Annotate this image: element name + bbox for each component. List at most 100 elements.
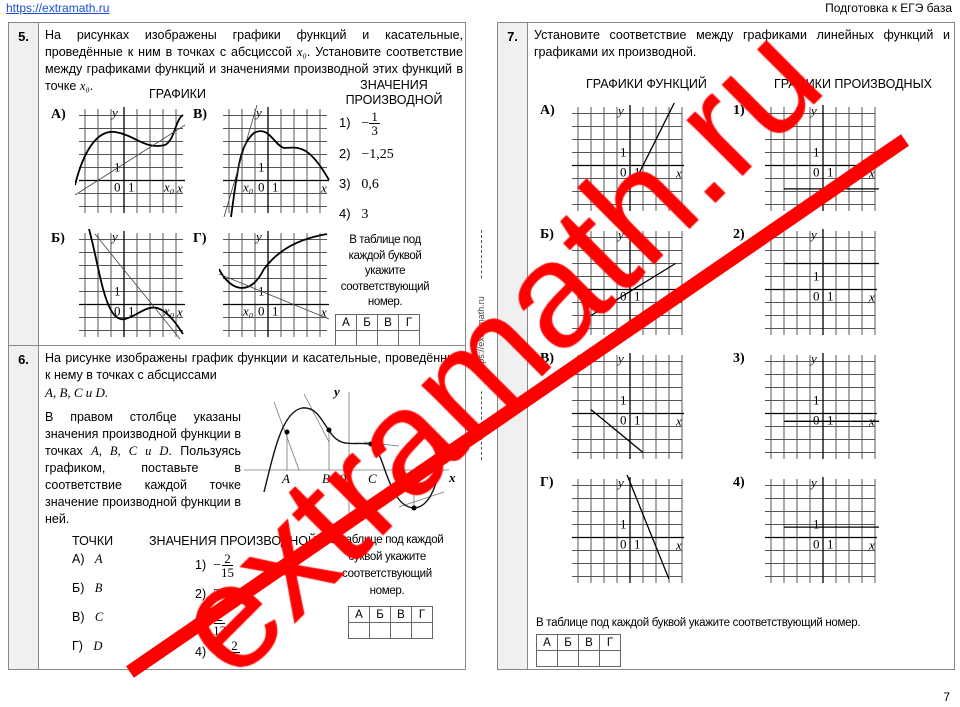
function-curve [75, 114, 184, 186]
b-label: B [322, 471, 330, 486]
values-title: ЗНАЧЕНИЯ ПРОИЗВОДНОЙ [149, 534, 317, 548]
y-label: y [616, 227, 624, 242]
one-x-label: 1 [827, 289, 834, 304]
zero-label: 0 [258, 304, 265, 319]
value-2: 2) −1,25 [339, 146, 394, 162]
page-number: 7 [943, 690, 950, 704]
x-label: x [675, 538, 682, 553]
tangent-a [273, 401, 300, 471]
point-d [411, 505, 417, 511]
y-label: y [616, 103, 624, 118]
zero-label: 0 [258, 180, 265, 195]
value-1: 1) −2 15 [195, 551, 234, 580]
graph-label: Г) [193, 231, 207, 246]
derivative-graph-4: yx0 11 [765, 475, 879, 583]
one-y-label: 1 [620, 269, 627, 284]
derivative-graph-label: 2) [733, 227, 745, 242]
one-x-label: 1 [128, 180, 135, 195]
value-2: 2) 2 [195, 587, 221, 602]
function-graph: y x A B 0 C D [244, 384, 456, 530]
one-x-label: 1 [634, 289, 641, 304]
zero-label: 0 [813, 413, 820, 428]
y-label: y [110, 229, 118, 244]
y-label: y [809, 227, 817, 242]
zero-label: 0 [620, 413, 627, 428]
x0-label: x₀ [163, 180, 174, 195]
value-4: 4) −1 2 15 [195, 638, 241, 667]
derivative-values: 1) −1 3 2) −1,25 3) 0,6 4) 3 [339, 110, 394, 230]
graphs-title: ГРАФИКИ [149, 87, 206, 101]
x-label: x [448, 470, 456, 485]
zero-label: 0 [813, 537, 820, 552]
graph-label: В) [193, 107, 207, 122]
one-y-label: 1 [620, 393, 627, 408]
table-note: В таблице под каждой буквой укажите соот… [340, 234, 430, 308]
y-label: y [254, 229, 262, 244]
d-label: D [408, 471, 419, 486]
zero-label: 0 [340, 471, 347, 486]
function-graph-label: Г) [540, 475, 554, 490]
one-y-label: 1 [813, 393, 820, 408]
one-y-label: 1 [114, 284, 121, 299]
x-label: x [675, 166, 682, 181]
zero-label: 0 [813, 289, 820, 304]
one-x-label: 1 [634, 537, 641, 552]
derivative-values: 1) −2 15 2) 2 3) 2 13 4) −1 2 15 [195, 552, 241, 668]
y-label: y [616, 475, 624, 490]
function-graph-label: Б) [540, 227, 554, 242]
derivative-graph-label: 3) [733, 351, 745, 366]
points-list: А) A Б) B В) C Г) D [72, 552, 103, 668]
derivative-graph-1: yx0 11 [765, 103, 879, 211]
x-label: x [868, 166, 875, 181]
c-label: C [368, 471, 377, 486]
function-curve [219, 233, 328, 289]
one-x-label: 1 [272, 180, 279, 195]
zero-label: 0 [620, 165, 627, 180]
a-label: A [281, 471, 290, 486]
site-link[interactable]: https://extramath.ru [6, 1, 110, 15]
value-3: 3) 0,6 [339, 176, 379, 192]
x-label: x [675, 290, 682, 305]
x-label: x [320, 181, 327, 196]
point-b [326, 427, 332, 433]
left-title: ГРАФИКИ ФУНКЦИЙ [586, 77, 707, 91]
x-label: x [176, 181, 183, 196]
value-3: 3) 2 13 [195, 609, 227, 638]
x0-label: x₀ [242, 304, 253, 319]
one-x-label: 1 [827, 413, 834, 428]
tangent-b [303, 393, 330, 443]
function-graph-1: yx0 11 [572, 103, 684, 211]
table-note: В таблице под каждой буквой укажите соот… [536, 617, 861, 629]
one-y-label: 1 [813, 269, 820, 284]
point-item: В) C [72, 610, 104, 624]
point-item: А) A [72, 552, 103, 566]
graph-label: Б) [51, 231, 65, 246]
function-curve [263, 407, 445, 509]
function-graph-label: А) [540, 103, 555, 118]
point-item: Г) D [72, 639, 103, 653]
task-6: 6. На рисунке изображены график функции … [8, 345, 466, 670]
task-7: 7. Установите соответствие между графика… [497, 22, 955, 670]
one-x-label: 1 [634, 413, 641, 428]
x0-label: x₀ [242, 180, 253, 195]
table-note: В таблице под каждой буквой укажите соот… [330, 534, 444, 597]
graph-label: А) [51, 107, 66, 122]
y-label: y [809, 103, 817, 118]
point-a [284, 429, 290, 435]
zero-label: 0 [620, 537, 627, 552]
y-label: y [809, 475, 817, 490]
function-graph-4: yx0 11 [572, 475, 684, 583]
x-label: x [868, 290, 875, 305]
task-5: 5. На рисунках изображены графики функци… [8, 22, 466, 347]
one-y-label: 1 [813, 145, 820, 160]
derivative-graph-label: 1) [733, 103, 745, 118]
value-1: 1) −1 3 [339, 109, 380, 138]
